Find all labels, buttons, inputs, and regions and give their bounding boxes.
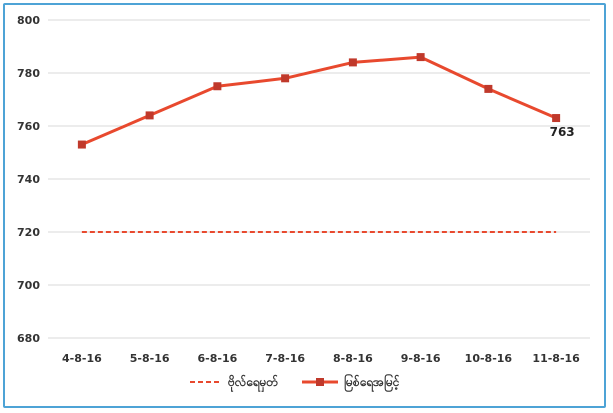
data-label: 763 [550, 125, 575, 139]
y-tick-label: 700 [17, 279, 40, 292]
legend: ဗိုလ်ရေမှတ် မြစ်ရေအမြင့် [190, 372, 400, 393]
chart-frame [3, 3, 606, 408]
x-axis-ticks: 4-8-16 5-8-16 6-8-16 7-8-16 8-8-16 9-8-16 10-8… [62, 352, 580, 365]
x-tick-label: 9-8-16 [401, 352, 441, 365]
series-layer [77, 53, 561, 233]
data-point [484, 84, 493, 93]
x-tick-label: 7-8-16 [265, 352, 305, 365]
y-tick-label: 680 [17, 332, 40, 345]
y-tick-label: 740 [17, 173, 40, 186]
gridlines [48, 19, 590, 339]
y-tick-label: 720 [17, 226, 40, 239]
data-point [281, 74, 290, 83]
x-tick-label: 10-8-16 [465, 352, 513, 365]
series-line [81, 55, 557, 146]
x-tick-label: 11-8-16 [532, 352, 580, 365]
data-point [213, 82, 222, 91]
y-tick-label: 780 [17, 67, 40, 80]
x-tick-label: 4-8-16 [62, 352, 102, 365]
y-axis-ticks: 800 780 760 740 720 700 680 [17, 14, 40, 345]
data-labels: 763 [550, 125, 575, 139]
legend-label: ဗိုလ်ရေမှတ် [227, 373, 278, 393]
data-point [77, 140, 86, 149]
x-tick-label: 5-8-16 [130, 352, 170, 365]
data-point [416, 53, 425, 62]
x-tick-label: 8-8-16 [333, 352, 373, 365]
x-tick-label: 6-8-16 [198, 352, 238, 365]
data-point [145, 111, 154, 120]
y-tick-label: 800 [17, 14, 40, 27]
legend-label: မြစ်ရေအမြင့် [344, 372, 400, 393]
legend-swatch-marker [316, 378, 324, 386]
data-point [348, 58, 357, 67]
y-tick-label: 760 [17, 120, 40, 133]
data-point [552, 114, 561, 123]
